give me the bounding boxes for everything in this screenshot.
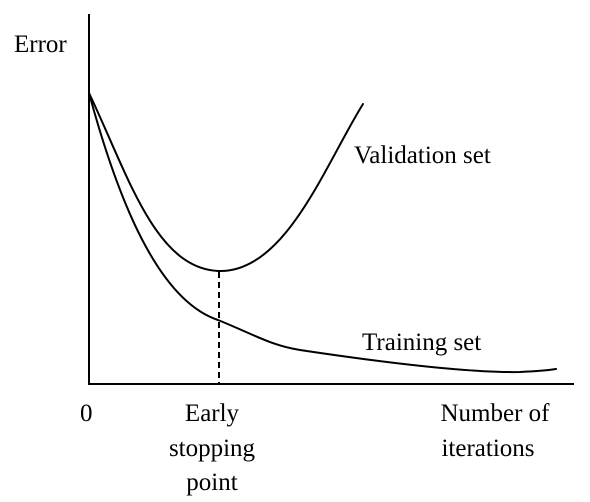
origin-label: 0 — [80, 400, 93, 427]
x-axis-label-line-2: iterations — [441, 435, 534, 462]
early-stopping-label-line-2: stopping — [169, 435, 256, 462]
training-set-label: Training set — [362, 329, 481, 356]
validation-set-label: Validation set — [354, 142, 491, 169]
y-axis-label: Error — [14, 31, 67, 58]
x-axis-label-line-1: Number of — [441, 400, 551, 427]
early-stopping-label-line-1: Early — [185, 400, 240, 427]
validation-curve — [88, 92, 364, 273]
training-curve — [88, 92, 557, 374]
early-stopping-label-line-3: point — [186, 469, 237, 496]
